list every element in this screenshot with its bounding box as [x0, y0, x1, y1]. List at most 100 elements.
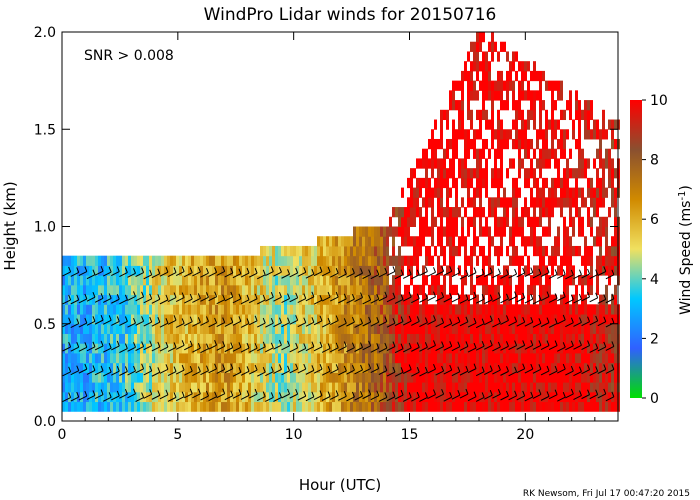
heat-cell: [293, 352, 296, 364]
heat-cell: [482, 382, 485, 393]
heat-cell: [365, 323, 368, 334]
wind-barb: [394, 371, 404, 377]
wind-barb-flag: [278, 267, 282, 273]
heat-cell: [581, 255, 584, 266]
heat-cell: [539, 333, 542, 344]
wind-barb: [500, 370, 509, 376]
heat-cell: [95, 372, 98, 383]
heat-cell: [137, 372, 140, 383]
heat-cell: [74, 275, 77, 286]
heat-cell: [434, 284, 437, 296]
heat-cell: [407, 333, 410, 344]
wind-barb-flag: [595, 389, 599, 395]
heat-cell: [269, 314, 272, 325]
heat-cell: [548, 304, 551, 315]
heat-cell: [470, 352, 473, 364]
heat-cell: [455, 314, 458, 325]
heat-cell: [578, 168, 581, 179]
heat-cell: [593, 401, 596, 412]
wind-barb: [119, 371, 128, 376]
heat-cell: [221, 362, 224, 373]
heat-cell: [335, 236, 338, 247]
heat-cell: [374, 314, 377, 325]
heat-cell: [428, 352, 431, 364]
heat-cell: [596, 401, 599, 412]
heat-cell: [371, 294, 374, 305]
heat-cell: [551, 255, 554, 266]
heat-cell: [533, 362, 536, 373]
wind-barb-flag: [351, 365, 355, 371]
wind-barb-flag: [262, 341, 266, 347]
heat-cell: [392, 323, 395, 334]
heat-cell: [272, 255, 275, 266]
wind-barb: [589, 347, 598, 353]
heat-cell: [443, 168, 446, 179]
heat-cell: [467, 197, 470, 208]
heat-cell: [359, 304, 362, 315]
heat-cell: [194, 265, 197, 276]
heat-cell: [452, 100, 455, 111]
heat-cell: [260, 275, 263, 286]
heat-cell: [257, 401, 260, 412]
heat-cell: [86, 343, 89, 354]
heat-cell: [248, 304, 251, 315]
wind-barb-flag: [416, 342, 420, 348]
heat-cell: [98, 391, 101, 403]
heat-cell: [587, 187, 590, 198]
heat-cell: [305, 382, 308, 393]
heat-cell: [143, 333, 146, 344]
heat-cell: [245, 314, 248, 325]
heat-cell: [188, 255, 191, 266]
heat-cell: [65, 265, 68, 276]
heat-cell: [566, 100, 569, 111]
heat-cell: [86, 372, 89, 383]
heat-cell: [350, 352, 353, 364]
heat-cell: [593, 187, 596, 198]
heat-cell: [578, 207, 581, 218]
heat-cell: [578, 352, 581, 364]
heat-cell: [509, 372, 512, 383]
heat-cell: [437, 168, 440, 179]
heat-cell: [533, 109, 536, 121]
heat-cell: [176, 333, 179, 344]
heat-cell: [452, 245, 455, 257]
wind-barb: [451, 321, 461, 327]
heat-cell: [569, 314, 572, 325]
heat-cell: [485, 275, 488, 286]
heat-cell: [284, 401, 287, 412]
heat-cell: [365, 362, 368, 373]
heat-cell: [152, 314, 155, 325]
wind-barb: [581, 321, 590, 327]
heat-cell: [596, 352, 599, 364]
heat-cell: [506, 401, 509, 412]
heat-cell: [272, 333, 275, 344]
heat-cell: [599, 226, 602, 237]
heat-cell: [281, 362, 284, 373]
heat-cell: [230, 333, 233, 344]
heat-cell: [467, 401, 470, 412]
heat-cell: [164, 372, 167, 383]
heat-cell: [272, 265, 275, 276]
wind-barb-flag: [165, 364, 169, 370]
heat-cell: [530, 284, 533, 296]
heat-cell: [425, 391, 428, 403]
heat-cell: [434, 352, 437, 364]
wind-barb: [573, 274, 582, 280]
wind-barb: [492, 273, 501, 279]
wind-barb-flag: [595, 366, 599, 372]
wind-barb-flag: [173, 315, 177, 321]
wind-barb-flag: [262, 294, 266, 301]
heat-cell: [128, 323, 131, 334]
heat-cell: [440, 314, 443, 325]
heat-cell: [155, 323, 158, 334]
heat-cell: [149, 352, 152, 364]
wind-barb: [516, 344, 525, 350]
heat-cell: [587, 372, 590, 383]
heat-cell: [413, 245, 416, 257]
heat-cell: [542, 352, 545, 364]
wind-barb-flag: [311, 269, 315, 275]
heat-cell: [509, 362, 512, 373]
heat-cell: [494, 352, 497, 364]
heat-cell: [431, 352, 434, 364]
wind-barb-flag: [100, 266, 104, 272]
